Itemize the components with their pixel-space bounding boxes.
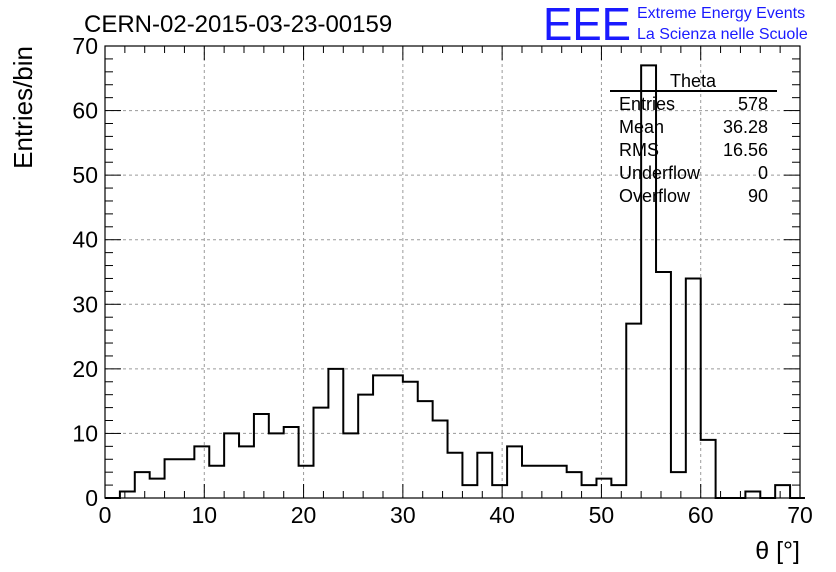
histogram-bin	[224, 433, 239, 498]
y-tick-label: 10	[72, 420, 98, 446]
grid-lines	[105, 46, 800, 498]
stats-row-label: Overflow	[619, 186, 691, 206]
histogram-bin	[328, 369, 343, 498]
x-tick-label: 70	[787, 502, 813, 528]
y-tick-label: 70	[72, 33, 98, 59]
histogram-bin	[165, 459, 180, 498]
histogram-bin	[299, 466, 314, 498]
histogram-bin	[388, 375, 403, 498]
histogram-bin	[284, 427, 299, 498]
y-tick-label: 40	[72, 227, 98, 253]
histogram-bin	[611, 485, 626, 498]
logo-line-1: Extreme Energy Events	[637, 5, 805, 22]
x-tick-labels: 0 10 20 30 40 50 60 70	[99, 502, 813, 528]
stats-row-value: 0	[758, 163, 768, 183]
histogram-bin	[358, 395, 373, 498]
eee-logo-mark: EEE	[543, 0, 631, 50]
histogram-bin	[433, 421, 448, 498]
histogram-bin	[492, 485, 507, 498]
histogram-bin	[209, 466, 224, 498]
histogram-bin	[507, 446, 522, 498]
logo-line-2: La Scienza nelle Scuole	[637, 26, 808, 43]
histogram-bin	[314, 408, 329, 498]
y-tick-label: 50	[72, 162, 98, 188]
chart-title: CERN-02-2015-03-23-00159	[84, 11, 392, 38]
histogram-bin	[403, 382, 418, 498]
histogram-outline	[105, 64, 805, 499]
histogram-bin	[775, 485, 790, 498]
histogram-bin	[150, 479, 165, 498]
histogram-bin	[522, 466, 537, 498]
stats-row-label: Mean	[619, 117, 664, 137]
histogram-bin	[254, 414, 269, 498]
y-tick-label: 60	[72, 98, 98, 124]
x-tick-label: 10	[191, 502, 217, 528]
stats-row-value: 578	[738, 94, 768, 114]
histogram-bin	[537, 466, 552, 498]
stats-row-label: Entries	[619, 94, 675, 114]
x-tick-label: 60	[688, 502, 714, 528]
histogram-bin	[671, 472, 686, 498]
histogram-bin	[686, 278, 701, 498]
x-axis-label: θ [°]	[755, 537, 800, 565]
x-tick-label: 40	[489, 502, 515, 528]
histogram-bin	[567, 472, 582, 498]
histogram-bin	[448, 453, 463, 498]
histogram-bin	[343, 433, 358, 498]
histogram-bin	[179, 459, 194, 498]
y-axis-label: Entries/bin	[8, 46, 38, 169]
histogram-bin	[596, 479, 611, 498]
x-tick-label: 30	[390, 502, 416, 528]
axis-ticks	[104, 45, 801, 499]
histogram-bin	[701, 440, 716, 498]
x-tick-label: 50	[589, 502, 615, 528]
histogram-bin	[656, 272, 671, 498]
histogram-bin	[582, 485, 597, 498]
stats-row-value: 16.56	[723, 140, 768, 160]
stats-row-value: 36.28	[723, 117, 768, 137]
histogram-bin	[626, 324, 641, 498]
histogram-bin	[194, 446, 209, 498]
y-tick-label: 0	[85, 485, 98, 511]
histogram-bin	[269, 433, 284, 498]
y-tick-labels: 0 10 20 30 40 50 60 70	[72, 33, 98, 511]
histogram-bin	[552, 466, 567, 498]
histogram-bin	[462, 485, 477, 498]
histogram-bin	[373, 375, 388, 498]
y-tick-label: 20	[72, 356, 98, 382]
histogram-bin	[135, 472, 150, 498]
histogram-series	[105, 64, 805, 499]
histogram-bin	[477, 453, 492, 498]
histogram-bin	[239, 446, 254, 498]
stats-box: Theta Entries 578 Mean 36.28 RMS 16.56 Underfl…	[610, 71, 777, 206]
stats-row-label: RMS	[619, 140, 659, 160]
stats-row-value: 90	[748, 186, 768, 206]
stats-row-label: Underflow	[619, 163, 701, 183]
stats-box-title: Theta	[670, 71, 717, 91]
plot-frame	[104, 45, 801, 499]
y-tick-label: 30	[72, 291, 98, 317]
x-tick-label: 0	[99, 502, 112, 528]
histogram-bin	[418, 401, 433, 498]
x-tick-label: 20	[291, 502, 317, 528]
